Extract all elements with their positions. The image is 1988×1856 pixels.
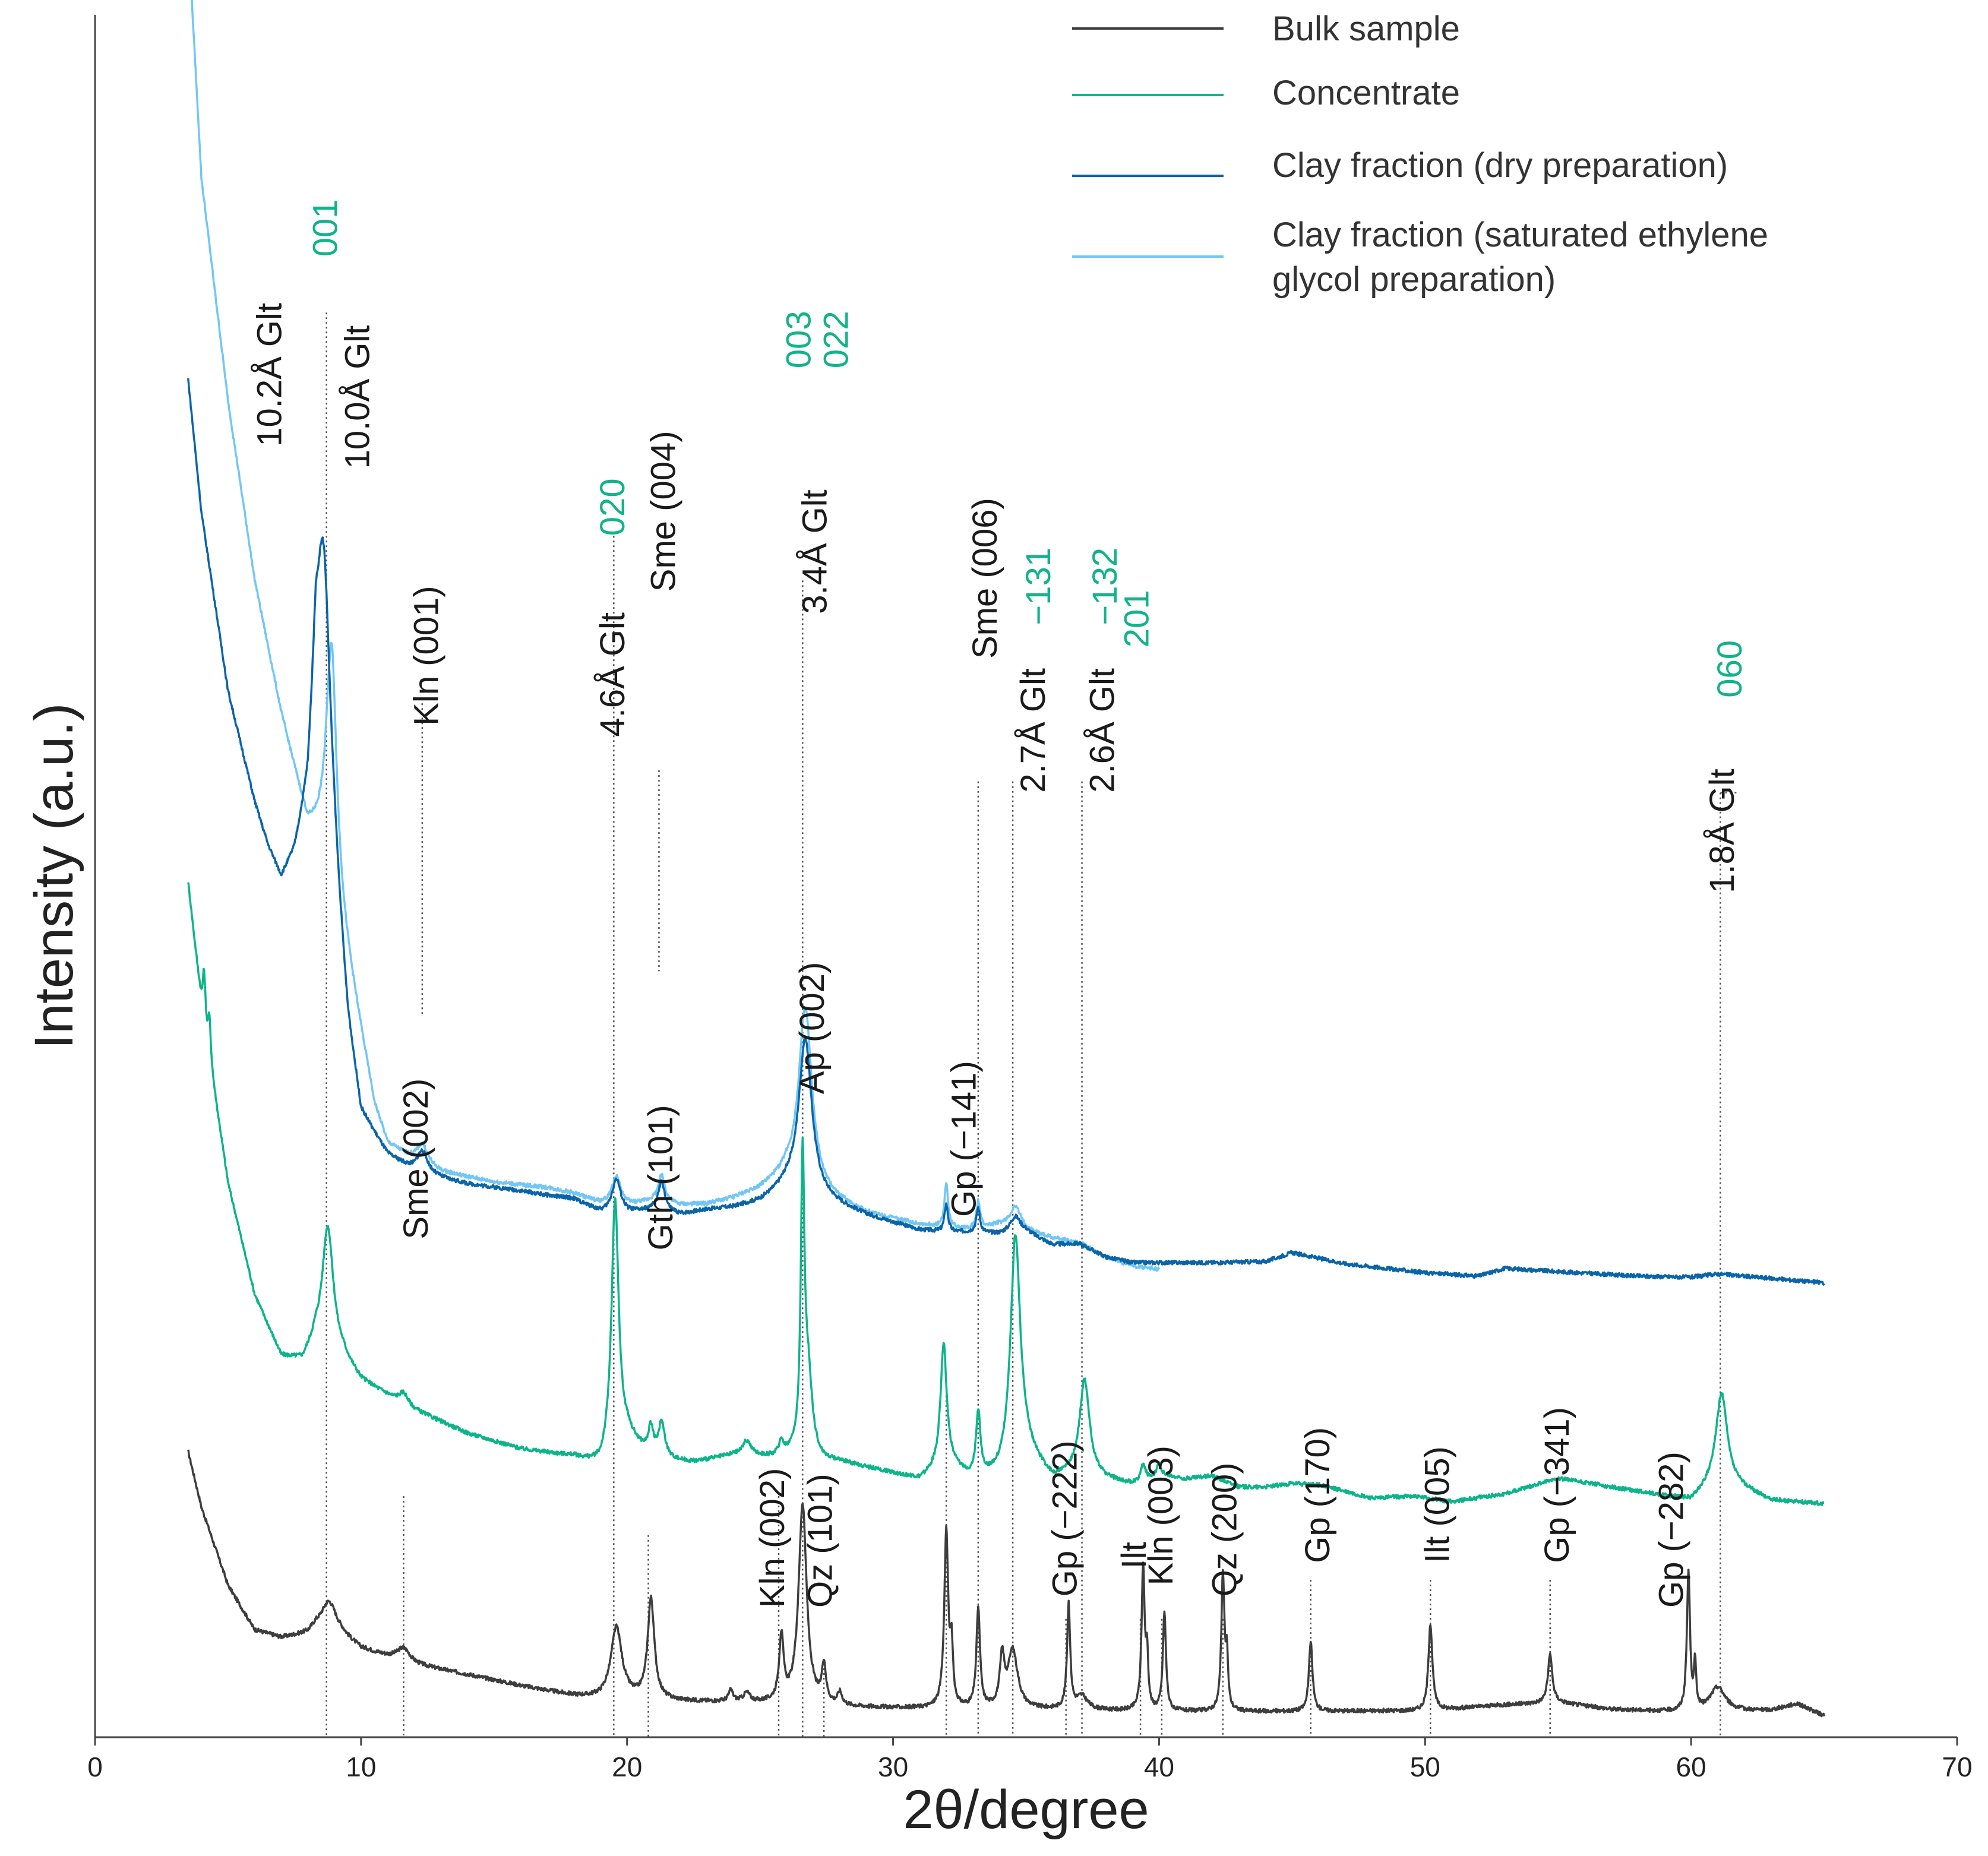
legend-label: glycol preparation)	[1272, 260, 1556, 299]
series-line-concentrate	[187, 882, 1825, 1506]
x-tick-label: 70	[1942, 1751, 1972, 1782]
hkl-label: 001	[306, 199, 345, 257]
peak-label: Kln (003)	[1142, 1446, 1180, 1585]
peak-label: Gp (−341)	[1538, 1407, 1576, 1563]
x-ticks: 0 10 20 30 40 50 60 70	[87, 1737, 1973, 1782]
peak-annotations: 10.2Å Glt 10.0Å Glt 001 Kln (001) 4.6Å Glt 02…	[251, 199, 1750, 1608]
peak-label: Ap (002)	[793, 962, 832, 1094]
x-tick-label: 50	[1410, 1751, 1440, 1782]
hkl-label: −131	[1019, 548, 1058, 625]
peak-label: 3.4Å Glt	[796, 489, 835, 614]
legend-label: Bulk sample	[1272, 10, 1460, 48]
legend: Bulk sample Concentrate Clay fraction (dry…	[1072, 10, 1768, 299]
legend-label: Clay fraction (dry preparation)	[1272, 146, 1728, 185]
hkl-label: 020	[593, 478, 632, 536]
peak-label: Gth (101)	[641, 1105, 680, 1250]
peak-label: Sme (006)	[966, 498, 1004, 659]
axes: 0 10 20 30 40 50 60 70 2θ/degree Intensity (a.u…	[24, 15, 1973, 1840]
peak-label: 2.6Å Glt	[1083, 668, 1121, 793]
peak-label: Gp (170)	[1298, 1427, 1337, 1563]
y-axis-title: Intensity (a.u.)	[24, 703, 84, 1049]
legend-label: Clay fraction (saturated ethylene	[1272, 216, 1768, 254]
peak-guide-lines	[325, 312, 1739, 1737]
peak-label: Gp (−141)	[944, 1061, 983, 1217]
x-tick-label: 60	[1676, 1751, 1706, 1782]
hkl-label: −132	[1086, 548, 1124, 625]
series-line-clay-eg	[191, 0, 1161, 1272]
peak-label: 4.6Å Glt	[593, 612, 632, 737]
peak-label: Sme (004)	[644, 431, 682, 592]
x-tick-label: 10	[346, 1751, 376, 1782]
hkl-label: 201	[1118, 590, 1156, 647]
peak-label: Kln (001)	[407, 586, 446, 725]
peak-label: 2.7Å Glt	[1014, 668, 1053, 793]
series-line-bulk	[187, 1449, 1825, 1718]
x-tick-label: 20	[612, 1751, 642, 1782]
legend-label: Concentrate	[1272, 74, 1460, 112]
peak-label: Qz (200)	[1205, 1463, 1244, 1597]
x-tick-label: 0	[87, 1751, 103, 1782]
peak-label: 10.2Å Glt	[251, 303, 289, 447]
peak-label: Sme (002)	[397, 1079, 435, 1240]
peak-label: Ilt (005)	[1418, 1446, 1457, 1563]
x-tick-label: 40	[1144, 1751, 1174, 1782]
peak-label: Gp (−282)	[1652, 1452, 1691, 1608]
x-axis-title: 2θ/degree	[903, 1779, 1149, 1840]
series-layer	[187, 0, 1825, 1718]
peak-label: Ilt	[1115, 1542, 1153, 1569]
hkl-label: 022	[817, 311, 855, 368]
hkl-label: 003	[780, 311, 818, 368]
peak-label: 1.8Å Glt	[1703, 769, 1742, 893]
peak-label: Kln (002)	[753, 1468, 792, 1608]
peak-label: 10.0Å Glt	[338, 325, 377, 469]
peak-label: Qz (101)	[801, 1474, 840, 1608]
hkl-label: 060	[1711, 640, 1749, 698]
peak-label: Gp (−222)	[1046, 1440, 1085, 1596]
x-tick-label: 30	[878, 1751, 908, 1782]
series-line-clay-dry	[187, 378, 1825, 1286]
